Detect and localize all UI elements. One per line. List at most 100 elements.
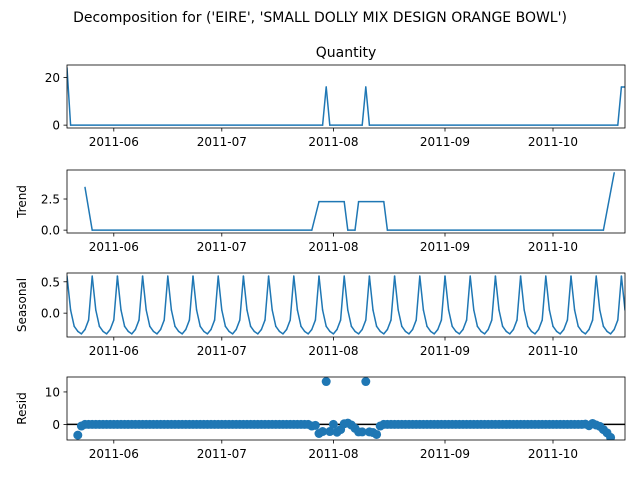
- seasonal-line-segment: [67, 275, 72, 311]
- seasonal-line-segment: [527, 325, 533, 333]
- y-tick-label: 0.0: [41, 307, 60, 321]
- x-tick-label: 2011-10: [528, 240, 578, 254]
- axes-frame: [66, 376, 626, 441]
- x-tick-label: 2011-08: [308, 240, 358, 254]
- trend-line-segment: [311, 200, 320, 231]
- x-tick-label: 2011-07: [197, 240, 247, 254]
- seasonal-line-segment: [447, 309, 453, 328]
- seasonal-line-segment: [336, 319, 342, 331]
- seasonal-line-segment: [375, 325, 381, 333]
- seasonal-line-segment: [613, 319, 619, 331]
- panel-seasonal: 2011-06 2011-07 2011-08 2011-09 2011-10 0.0 0.…: [15, 272, 626, 358]
- seasonal-line-segment: [620, 275, 625, 311]
- panel-trend: 2011-06 2011-07 2011-08 2011-09 2011-10 0.0 2.…: [15, 169, 626, 254]
- seasonal-line-segment: [95, 309, 101, 328]
- seasonal-line-segment: [509, 328, 515, 335]
- seasonal-line-segment: [599, 309, 605, 328]
- y-tick-label: 0.0: [41, 224, 60, 238]
- seasonal-line-segment: [552, 325, 558, 333]
- x-tick-label: 2011-07: [197, 447, 247, 461]
- seasonal-line-segment: [343, 275, 349, 311]
- seasonal-line-segment: [386, 319, 392, 331]
- seasonal-line-segment: [141, 275, 147, 311]
- x-tick-label: 2011-08: [308, 447, 358, 461]
- resid-point: [318, 427, 328, 437]
- seasonal-line-segment: [275, 325, 281, 333]
- plot-area: [67, 275, 625, 335]
- seasonal-line-segment: [257, 328, 263, 335]
- seasonal-line-segment: [437, 319, 443, 331]
- seasonal-line-segment: [149, 325, 155, 333]
- seasonal-line-segment: [368, 275, 374, 311]
- seasonal-line-segment: [321, 309, 327, 328]
- x-tick-label: 2011-09: [420, 240, 470, 254]
- axes-frame: [66, 272, 626, 338]
- seasonal-line-segment: [242, 275, 248, 311]
- plot-area: [84, 172, 615, 231]
- seasonal-line-segment: [397, 309, 403, 328]
- seasonal-line-segment: [591, 275, 597, 321]
- seasonal-line-segment: [249, 325, 255, 333]
- seasonal-line-segment: [350, 325, 356, 333]
- seasonal-line-segment: [516, 275, 522, 321]
- seasonal-line-segment: [339, 275, 345, 321]
- seasonal-line-segment: [483, 328, 489, 335]
- seasonal-line-segment: [512, 319, 518, 331]
- seasonal-line-segment: [217, 275, 223, 311]
- seasonal-line-segment: [401, 325, 407, 333]
- seasonal-line-segment: [260, 319, 266, 331]
- seasonal-line-segment: [332, 328, 338, 335]
- figure-title: Decomposition for ('EIRE', 'SMALL DOLLY …: [73, 10, 567, 26]
- y-tick-label: 2.5: [41, 193, 60, 207]
- seasonal-line-segment: [563, 319, 569, 331]
- seasonal-line-segment: [347, 309, 353, 328]
- seasonal-line-segment: [465, 275, 471, 321]
- seasonal-line-segment: [300, 325, 306, 333]
- y-tick-label: 0.5: [41, 275, 60, 289]
- observed-line-segment: [365, 86, 371, 126]
- seasonal-line-segment: [195, 309, 201, 328]
- y-tick-label: 20: [45, 71, 60, 85]
- seasonal-line-segment: [123, 325, 129, 333]
- axes-frame: [66, 169, 626, 234]
- seasonal-line-segment: [296, 309, 302, 328]
- x-tick-label: 2011-09: [420, 135, 470, 149]
- seasonal-line-segment: [199, 325, 205, 333]
- resid-point: [606, 432, 616, 440]
- seasonal-line-segment: [239, 275, 245, 321]
- seasonal-line-segment: [383, 328, 389, 335]
- seasonal-line-segment: [206, 328, 212, 335]
- seasonal-line-segment: [181, 328, 187, 335]
- axes-frame: [66, 64, 626, 129]
- seasonal-line-segment: [282, 328, 288, 335]
- y-axis-label: Seasonal: [15, 278, 29, 332]
- seasonal-line-segment: [264, 275, 270, 321]
- seasonal-line-segment: [415, 275, 421, 321]
- seasonal-line-segment: [408, 328, 414, 335]
- resid-point: [328, 419, 338, 429]
- seasonal-line-segment: [541, 275, 547, 321]
- seasonal-line-segment: [595, 275, 601, 311]
- seasonal-line-segment: [98, 325, 104, 333]
- seasonal-line-segment: [573, 309, 579, 328]
- seasonal-line-segment: [487, 319, 493, 331]
- seasonal-line-segment: [138, 275, 144, 321]
- seasonal-line-segment: [163, 275, 169, 321]
- seasonal-line-segment: [109, 319, 115, 331]
- seasonal-line-segment: [390, 275, 396, 321]
- resid-point: [372, 429, 382, 439]
- x-tick-label: 2011-06: [89, 447, 139, 461]
- seasonal-line-segment: [422, 309, 428, 328]
- seasonal-line-segment: [393, 275, 399, 311]
- plot-area: [67, 67, 625, 126]
- seasonal-line-segment: [87, 275, 93, 321]
- seasonal-line-segment: [285, 319, 291, 331]
- seasonal-line-segment: [192, 275, 198, 311]
- seasonal-line-segment: [566, 275, 572, 321]
- seasonal-line-segment: [69, 309, 75, 328]
- x-tick-label: 2011-10: [528, 344, 578, 358]
- seasonal-line-segment: [170, 309, 176, 328]
- seasonal-line-segment: [469, 275, 475, 311]
- seasonal-line-segment: [440, 275, 446, 321]
- seasonal-line-segment: [174, 325, 180, 333]
